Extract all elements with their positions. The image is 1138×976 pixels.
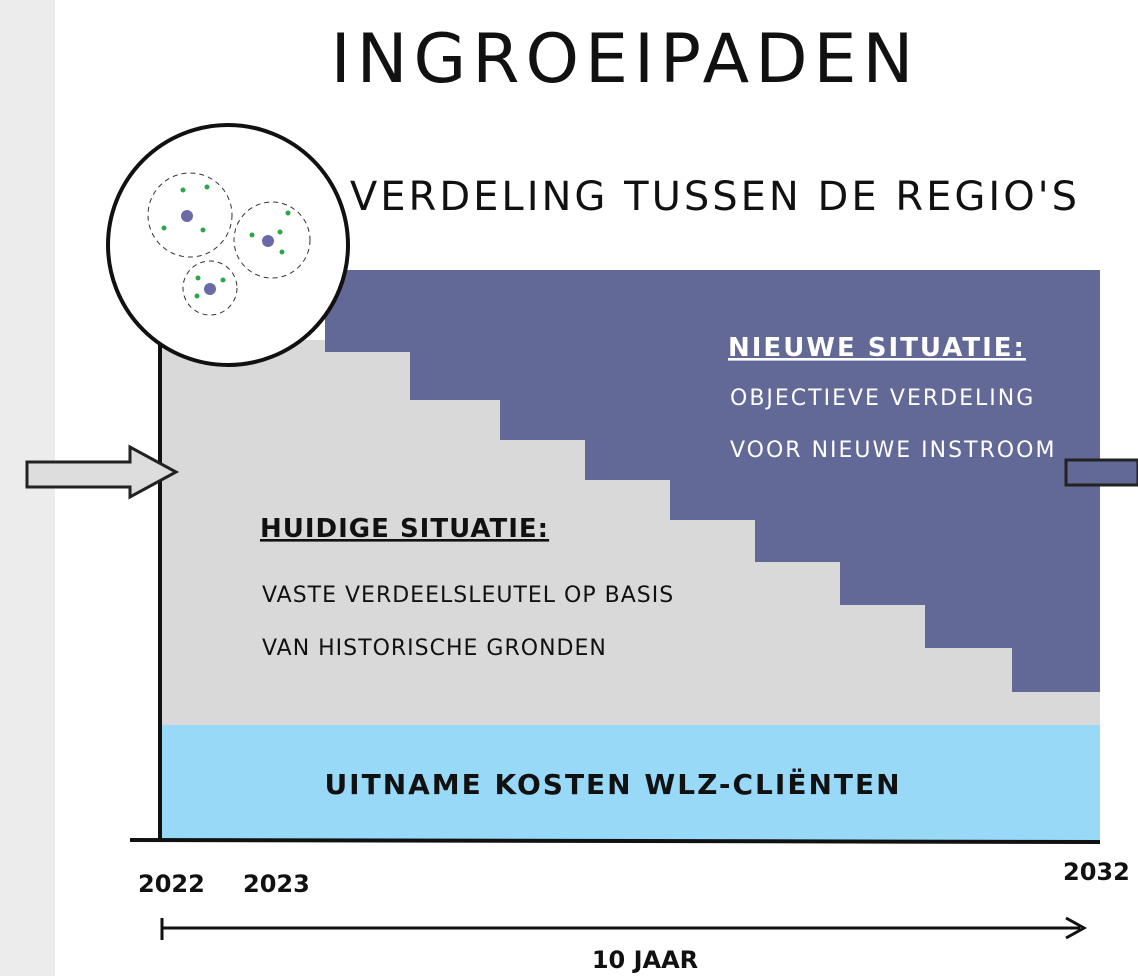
illustration: INGROEIPADEN VERDELING TUSSEN DE REGIO'S… xyxy=(0,0,1138,976)
dot xyxy=(204,283,216,295)
year-label: 2032 xyxy=(1063,858,1130,886)
new-line: VOOR NIEUWE INSTROOM xyxy=(730,438,1056,463)
current-line: VASTE VERDEELSLEUTEL OP BASIS xyxy=(262,583,674,608)
new-line: OBJECTIEVE VERDELING xyxy=(730,386,1035,411)
year-label: 2022 xyxy=(138,870,205,898)
dot xyxy=(181,210,193,222)
page: INGROEIPADEN VERDELING TUSSEN DE REGIO'S… xyxy=(0,0,1138,976)
dot xyxy=(262,235,274,247)
arrow-out xyxy=(1066,460,1138,485)
current-line: VAN HISTORISCHE GRONDEN xyxy=(262,636,607,661)
new-heading: NIEUWE SITUATIE: xyxy=(728,333,1026,363)
span-label: 10 JAAR xyxy=(592,946,698,974)
regions-circle xyxy=(108,125,348,365)
year-label: 2023 xyxy=(243,870,310,898)
title: INGROEIPADEN xyxy=(331,20,920,99)
current-heading: HUIDIGE SITUATIE: xyxy=(260,514,549,544)
subtitle: VERDELING TUSSEN DE REGIO'S xyxy=(350,174,1080,220)
x-axis-line xyxy=(130,840,1100,842)
base-label: UITNAME KOSTEN WLZ-CLIËNTEN xyxy=(324,767,901,801)
